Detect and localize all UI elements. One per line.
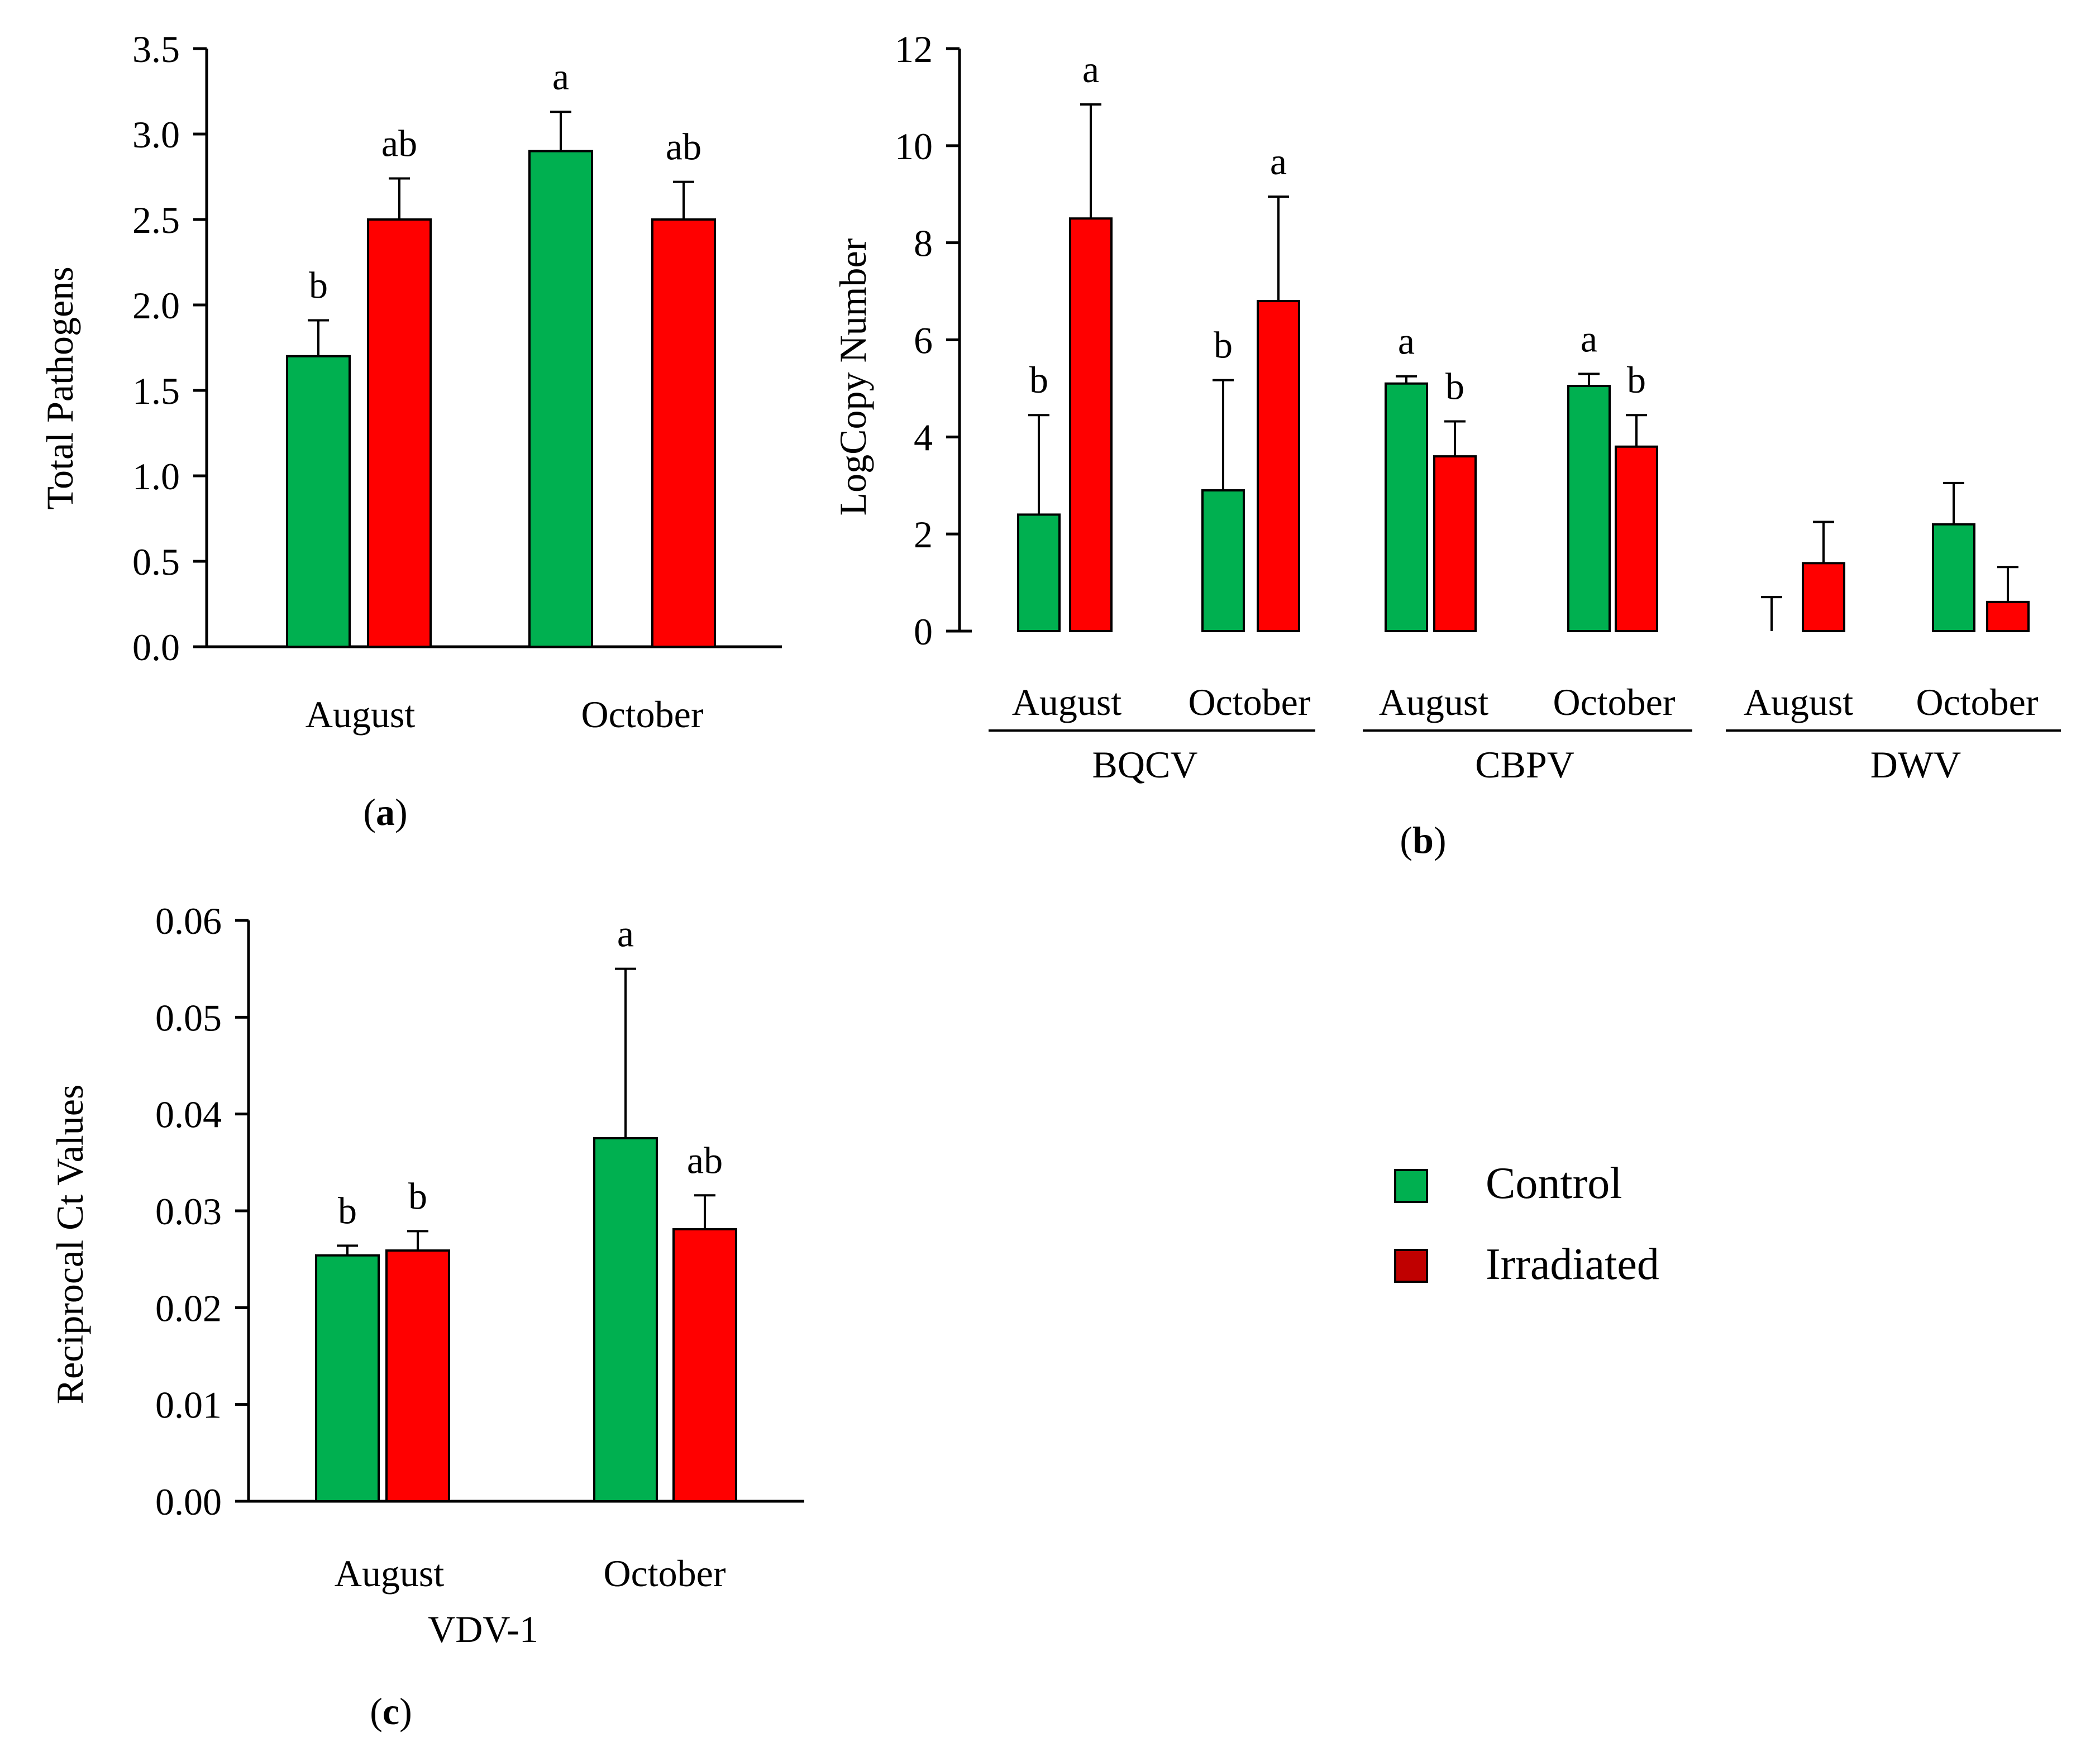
panel-c-significance-letter: b (338, 1189, 357, 1232)
panel-c-significance-letter: a (617, 913, 634, 955)
panel-b-group-label: BQCV (1092, 743, 1198, 786)
panel-c-bar-irradiated (385, 1249, 450, 1502)
panel-b-y-tick-label: 10 (895, 125, 933, 168)
panel-b-x-tick-label: August (1744, 681, 1854, 723)
panel-b-x-tick-label: August (1012, 681, 1122, 723)
panel-a-label: (a) (363, 791, 407, 833)
panel-b-bar-irradiated (1433, 455, 1477, 632)
panel-b-y-tick-label: 8 (914, 222, 933, 265)
panel-b-y-tick-label: 12 (895, 28, 933, 70)
panel-b-x-tick-label: October (1553, 681, 1675, 723)
panel-b-label: (b) (1400, 819, 1446, 861)
panel-a-y-tick-label: 2.5 (132, 199, 180, 241)
panel-a-y-tick-label: 1.0 (132, 455, 180, 498)
panel-c-xlabel: VDV-1 (428, 1608, 538, 1650)
panel-a-y-tick-label: 2.0 (132, 284, 180, 327)
panel-a-chart: Total Pathogens (a) 0.0 0.5 1.0 1.5 2.0 2.5 3.… (39, 28, 782, 833)
panel-a-y-tick-label: 1.5 (132, 370, 180, 412)
panel-b-y-tick-label: 0 (914, 610, 933, 653)
panel-b-significance-letter: b (1214, 324, 1233, 366)
panel-b-bar-irradiated (1257, 299, 1300, 632)
panel-b-bar-irradiated (1615, 445, 1658, 632)
panel-b-bar-irradiated (1802, 562, 1845, 632)
panel-c-significance-letter: b (408, 1175, 427, 1217)
panel-a-x-tick-label: August (306, 693, 416, 736)
panel-c-bar-irradiated (672, 1228, 737, 1503)
panel-b-bar-control (1567, 385, 1611, 633)
panel-c-x-tick-label: October (603, 1552, 726, 1595)
panel-b-bar-control (1201, 489, 1245, 632)
panel-b-group-label: DWV (1870, 743, 1961, 786)
panel-b-bar-control (1932, 523, 1975, 632)
panel-b-x-tick-label: August (1379, 681, 1489, 723)
panel-b-bar-irradiated (1069, 217, 1113, 633)
panel-a-significance-letter: ab (666, 126, 701, 168)
panel-c-x-tick-label: August (335, 1552, 445, 1595)
panel-b-x-tick-label: October (1188, 681, 1310, 723)
panel-c-ylabel: Reciprocal Ct Values (49, 1085, 91, 1405)
panel-b-bar-control (1385, 382, 1428, 632)
panel-c-y-tick-label: 0.01 (155, 1384, 222, 1426)
panel-c-y-tick-label: 0.04 (155, 1094, 222, 1136)
panel-b-significance-letter: b (1627, 359, 1646, 401)
panel-b-bar-irradiated (1986, 600, 2030, 632)
panel-a-x-tick-label: October (581, 693, 703, 736)
panel-c-y-tick-label: 0.06 (155, 900, 222, 942)
panel-a-y-tick-label: 3.0 (132, 113, 180, 156)
panel-b-ylabel: LogCopy Number (832, 238, 874, 515)
panel-a-bar-control (286, 355, 351, 648)
panel-b-significance-letter: a (1398, 320, 1415, 362)
panel-c-chart: Reciprocal Ct Values VDV-1 (c) 0.00 0.01 0… (49, 900, 804, 1732)
panel-c-bar-control (315, 1254, 380, 1503)
panel-b-bar-control (1017, 513, 1061, 633)
panel-b-x-tick-label: October (1916, 681, 2038, 723)
panel-a-y-tick-label: 0.5 (132, 541, 180, 583)
panel-a-bar-control (528, 150, 593, 648)
panel-b-y-tick-label: 2 (914, 513, 933, 556)
panel-c-significance-letter: ab (687, 1139, 723, 1181)
panel-c-y-tick-label: 0.05 (155, 996, 222, 1039)
legend-label-irradiated: Irradiated (1486, 1240, 1659, 1289)
panel-b-significance-letter: a (1581, 317, 1597, 360)
panel-c-label: (c) (370, 1690, 412, 1732)
panel-c-y-tick-label: 0.03 (155, 1190, 222, 1233)
panel-a-y-tick-label: 0.0 (132, 626, 180, 669)
panel-b-significance-letter: a (1270, 140, 1287, 183)
legend-swatch-irradiated (1394, 1249, 1428, 1283)
panel-a-significance-letter: b (309, 264, 328, 307)
panel-a-bar-irradiated (651, 218, 716, 648)
legend: Control Irradiated (1394, 1159, 1659, 1289)
panel-b-significance-letter: a (1082, 48, 1099, 90)
panel-c-bar-control (593, 1137, 658, 1502)
panel-a-y-tick-label: 3.5 (132, 28, 180, 70)
legend-swatch-control (1394, 1169, 1428, 1203)
legend-label-control: Control (1486, 1159, 1622, 1208)
panel-b-y-tick-label: 6 (914, 319, 933, 362)
panel-b-significance-letter: b (1445, 365, 1464, 408)
panel-c-y-tick-label: 0.02 (155, 1287, 222, 1329)
panel-a-ylabel: Total Pathogens (39, 266, 81, 509)
panel-b-group-label: CBPV (1475, 743, 1574, 786)
panel-a-significance-letter: ab (381, 122, 417, 165)
panel-b-significance-letter: b (1029, 359, 1048, 401)
panel-a-bar-irradiated (367, 218, 432, 648)
panel-c-y-tick-label: 0.00 (155, 1481, 222, 1523)
panel-b-y-tick-label: 4 (914, 416, 933, 459)
panel-a-significance-letter: a (552, 55, 569, 98)
